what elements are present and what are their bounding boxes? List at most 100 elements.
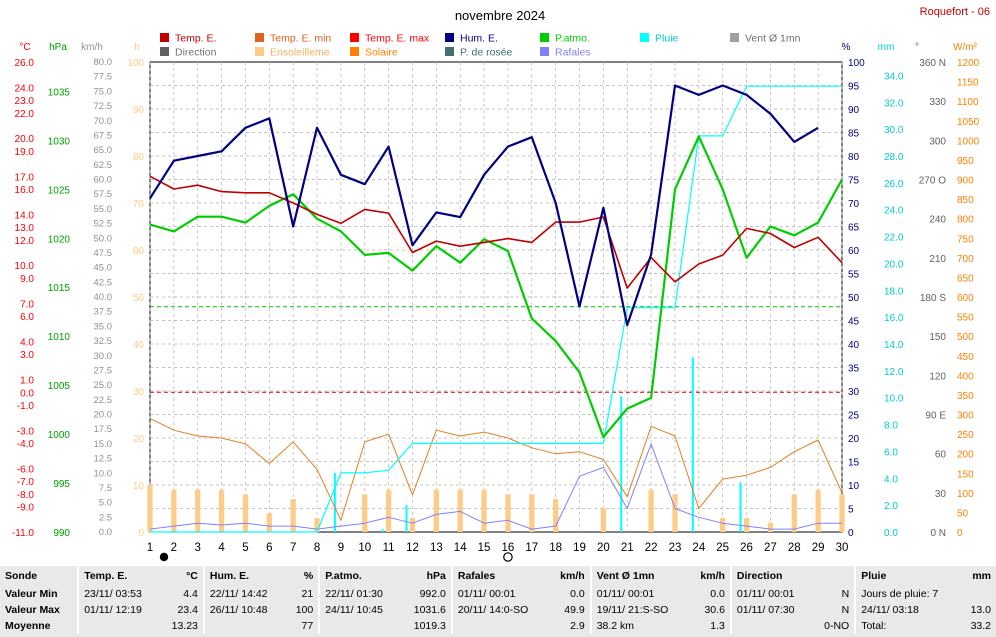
day-tick-label: 29 [812,542,825,554]
temp-tick-label: 6.0 [20,312,34,323]
stats-cell-date [318,618,401,634]
temp-tick-label: 26.0 [15,58,35,69]
pressure-tick-label: 1015 [48,283,71,294]
stats-unit-pluie: mm [972,570,991,582]
stats-row-label: Moyenne [5,620,51,632]
sunshine-bar [171,489,177,532]
wind-tick-label: 12.5 [94,454,113,465]
day-tick-label: 16 [502,542,515,554]
humidity-tick-label: 15 [848,458,860,469]
wind-tick-label: 50.0 [94,233,113,244]
solar-line [149,417,843,521]
temp-tick-label: 13.0 [15,223,35,234]
temp-tick-label: 1.0 [20,376,34,387]
rain-tick-label: 8.0 [884,421,898,432]
sunshine-bar [481,489,487,532]
stats-cell-date: 01/11/ 07:30 [729,602,813,618]
wind-tick-label: 25.0 [94,380,113,391]
wind-tick-label: 60.0 [94,175,113,186]
sunshine-tick-label: 40 [133,340,145,351]
stats-unit-temp: °C [186,570,198,582]
rain-tick-label: 10.0 [884,394,904,405]
day-tick-label: 22 [645,542,658,554]
stats-cell-date: 01/11/ 00:01 [729,586,813,602]
wind-tick-label: 2.5 [99,512,112,523]
humidity-tick-label: 5 [848,505,854,516]
legend-swatch [255,47,264,56]
stats-cell-date: Total: [854,618,960,634]
day-tick-label: 1 [147,542,153,554]
wind-tick-label: 35.0 [94,321,113,332]
pressure-tick-label: 1020 [48,234,71,245]
temp-tick-label: -9.0 [17,503,35,514]
solar-tick-label: 1150 [957,78,979,89]
stats-cell-date: 22/11/ 14:42 [202,586,286,602]
sunshine-tick-label: 60 [133,246,145,257]
temp-tick-label: 20.0 [15,134,35,145]
temp-tick-label: -4.0 [17,439,35,450]
sunshine-bar [242,494,249,532]
x-axis: 1 2 3 4 5 6 7 8 9 10 11 12 13 14 15 16 17 18 19 20 21 22 23 24 2… [147,542,848,562]
day-tick-label: 5 [242,542,248,554]
humidity-tick-label: 30 [848,387,860,398]
sunshine-bar [266,513,272,532]
stats-cell-date: 01/11/ 00:01 [589,586,689,602]
humidity-tick-label: 55 [848,270,860,281]
new-moon-icon [159,552,169,562]
day-tick-label: 28 [788,542,801,554]
stats-cell-value: 30.6 [704,604,725,616]
pressure-tick-label: 1035 [48,87,71,98]
wind-tick-label: 7.5 [99,483,112,494]
sunshine-bar [457,489,463,532]
wind-tick-label: 30.0 [94,351,113,362]
humidity-tick-label: 45 [848,317,860,328]
sunshine-tick-label: 0 [138,528,144,539]
rain-tick-label: 22.0 [884,233,904,244]
stats-unit-hum: % [303,570,314,582]
rain-tick-label: 20.0 [884,259,904,270]
axis-unit-label: km/h [81,42,103,53]
legend-swatch [160,33,169,42]
stats-cell-date [202,618,286,634]
legend-label: Vent Ø 1mn [745,33,801,45]
humidity-tick-label: 40 [848,340,860,351]
wind-tick-label: 27.5 [94,365,113,376]
rain-tick-label: 4.0 [884,474,898,485]
humidity-tick-label: 35 [848,364,860,375]
stats-cell-date: 01/11/ 12:19 [77,602,160,618]
pressure-tick-label: 1025 [48,185,71,196]
stats-cell-date: 26/11/ 10:48 [202,602,286,618]
rain-tick-label: 14.0 [884,340,904,351]
temp-tick-label: 10.0 [15,261,35,272]
stats-cell-date: 01/11/ 00:01 [450,586,549,602]
rain-tick-label: 18.0 [884,286,904,297]
wind-tick-label: 55.0 [94,204,113,215]
pressure-tick-label: 1030 [48,136,71,147]
y-axes: 26.0 24.0 23.0 22.0 20.0 19.0 17.0 16.0 14.0 13.0… [12,57,980,539]
solar-tick-label: 1200 [957,58,980,69]
wind-tick-label: 72.5 [94,101,113,112]
stats-col-vent: Vent Ø 1mn [589,566,689,586]
wind-tick-label: 65.0 [94,145,113,156]
stats-cell-value: 33.2 [970,620,991,632]
temp-tick-label: 19.0 [15,147,35,158]
sunshine-bar [290,499,296,532]
stats-col-rafales: Rafales [450,566,549,586]
wind-tick-label: 42.5 [94,277,113,288]
wind-tick-label: 45.0 [94,263,113,274]
solar-tick-label: 350 [957,391,974,402]
temp-tick-label: 16.0 [15,185,35,196]
stats-panel: Sonde Temp. E. °C Hum. E.% P.atmo. hPa Raf… [0,566,996,637]
rain-tick-label: 28.0 [884,152,904,163]
humidity-tick-label: 80 [848,152,860,163]
sunshine-bar [385,489,392,532]
wind-tick-label: 0.0 [99,527,112,538]
humidity-tick-label: 65 [848,223,860,234]
sunshine-tick-label: 20 [133,434,145,445]
sunshine-bar [839,494,845,532]
stats-cell-value: 21 [301,588,314,600]
sunshine-tick-label: 70 [133,199,145,210]
day-tick-label: 15 [478,542,491,554]
pressure-line [149,135,843,439]
stats-cell-value: 2.9 [570,620,585,632]
